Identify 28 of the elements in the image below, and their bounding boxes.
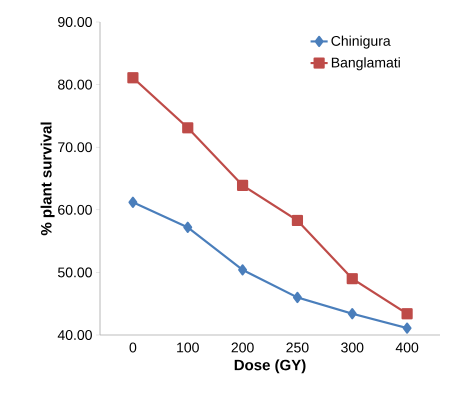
point bbox=[402, 322, 412, 334]
point bbox=[238, 264, 248, 276]
x-tick-label: 250 bbox=[286, 342, 309, 352]
x-tick-label: 200 bbox=[232, 342, 254, 352]
point bbox=[348, 308, 357, 320]
x-tick-label: 400 bbox=[396, 342, 418, 352]
y-tick-label: 80.00 bbox=[58, 80, 92, 90]
y-axis-title: % plant survival bbox=[40, 122, 55, 236]
y-tick-label: 90.00 bbox=[58, 17, 92, 27]
x-axis-title: Dose (GY) bbox=[234, 359, 306, 374]
point bbox=[346, 273, 358, 284]
point bbox=[182, 122, 194, 134]
point bbox=[292, 214, 304, 226]
y-tick-label: 60.00 bbox=[58, 204, 92, 215]
point bbox=[127, 72, 139, 84]
y-tick-label: 70.00 bbox=[58, 142, 92, 152]
x-tick-label: 0 bbox=[130, 342, 136, 352]
x-tick-label: 300 bbox=[341, 342, 364, 352]
legend-label: Banglamati bbox=[332, 57, 400, 70]
legend-label: Chinigura bbox=[331, 36, 391, 49]
point bbox=[236, 180, 248, 191]
point bbox=[128, 196, 138, 208]
point bbox=[292, 292, 302, 304]
point bbox=[402, 308, 413, 320]
point bbox=[183, 222, 192, 233]
y-tick-label: 40.00 bbox=[58, 330, 92, 340]
y-tick-label: 50.00 bbox=[58, 267, 92, 278]
x-tick-label: 100 bbox=[177, 342, 199, 352]
